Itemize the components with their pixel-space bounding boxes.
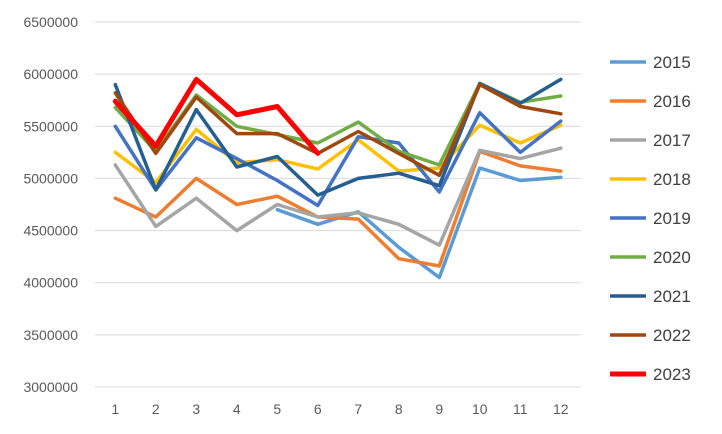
- x-tick-label: 6: [314, 401, 322, 417]
- x-tick-label: 8: [395, 401, 403, 417]
- x-tick-label: 5: [273, 401, 281, 417]
- series-line-2022: [113, 82, 563, 178]
- x-tick-label: 3: [192, 401, 200, 417]
- legend-label-2017: 2017: [653, 131, 691, 150]
- x-tick-label: 9: [435, 401, 443, 417]
- y-tick-label: 5000000: [23, 170, 78, 186]
- x-tick-label: 10: [472, 401, 488, 417]
- y-tick-label: 4500000: [23, 223, 78, 239]
- legend-label-2021: 2021: [653, 287, 691, 306]
- x-tick-label: 2: [152, 401, 160, 417]
- legend-label-2022: 2022: [653, 326, 691, 345]
- x-axis-ticks: 1 2 3 4 5 6 7 8 9 10 11 12: [111, 401, 568, 417]
- x-tick-label: 7: [354, 401, 362, 417]
- legend-label-2016: 2016: [653, 92, 691, 111]
- y-tick-label: 6000000: [23, 66, 78, 82]
- legend: 2015 2016 2017 2018 2019 2020 2021 2022 2023: [610, 53, 691, 384]
- x-tick-label: 4: [233, 401, 241, 417]
- y-tick-label: 3000000: [23, 379, 78, 395]
- y-tick-label: 3500000: [23, 327, 78, 343]
- series-lines: [112, 76, 563, 280]
- series-line-2019: [113, 110, 563, 208]
- x-tick-label: 11: [513, 401, 528, 417]
- y-tick-label: 5500000: [23, 118, 78, 134]
- series-line-2016: [113, 149, 563, 268]
- series-line-2021: [113, 77, 563, 197]
- x-tick-label: 12: [553, 401, 569, 417]
- legend-label-2018: 2018: [653, 170, 691, 189]
- legend-label-2015: 2015: [653, 53, 691, 72]
- legend-label-2020: 2020: [653, 248, 691, 267]
- series-line-2023: [112, 76, 321, 156]
- legend-label-2019: 2019: [653, 209, 691, 228]
- y-axis-ticks: 3000000 3500000 4000000 4500000 5000000 55000…: [23, 14, 78, 395]
- y-tick-label: 6500000: [23, 14, 78, 30]
- x-tick-label: 1: [111, 401, 119, 417]
- series-line-2018: [113, 123, 563, 185]
- y-tick-label: 4000000: [23, 275, 78, 291]
- legend-label-2023: 2023: [653, 365, 691, 384]
- series-line-2017: [113, 146, 563, 247]
